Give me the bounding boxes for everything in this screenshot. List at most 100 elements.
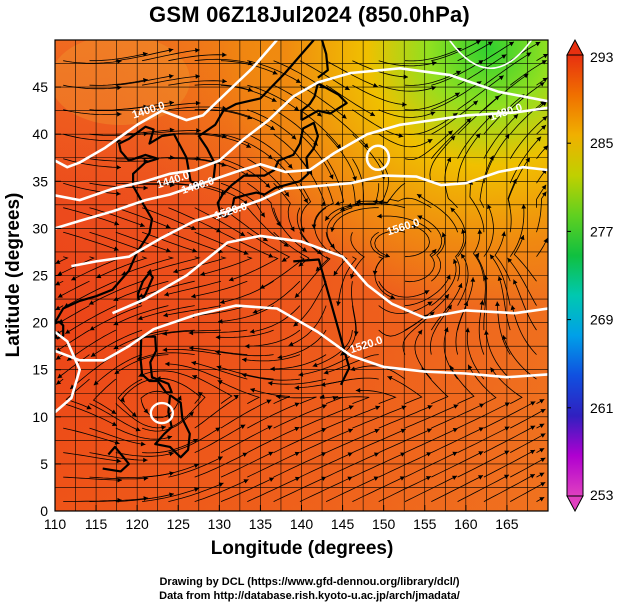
streamline-arrow xyxy=(294,292,300,298)
streamline xyxy=(191,280,248,298)
map-plot-area: 1400.01440.01480.01520.01560.01520.01480… xyxy=(55,40,548,511)
streamline xyxy=(115,207,171,229)
streamline xyxy=(141,231,198,253)
streamline xyxy=(194,452,248,478)
streamline-arrow xyxy=(487,114,493,120)
streamline-arrow xyxy=(542,53,548,59)
lat-tick-label: 20 xyxy=(32,315,48,331)
streamline-arrow xyxy=(503,474,509,480)
streamline xyxy=(455,228,465,282)
streamline xyxy=(431,232,446,282)
streamline xyxy=(404,248,437,283)
streamline-arrow xyxy=(242,357,247,363)
streamline-arrow xyxy=(265,182,271,188)
streamline-arrow xyxy=(411,224,417,229)
streamline xyxy=(509,115,548,159)
streamline-arrow xyxy=(373,452,379,457)
colorbar-tick-label: 253 xyxy=(590,487,614,503)
streamline xyxy=(220,425,273,453)
streamline-arrow xyxy=(188,330,194,336)
streamline xyxy=(293,281,327,327)
streamline-arrow xyxy=(541,125,546,130)
streamline-arrow xyxy=(446,274,451,280)
streamline-arrow xyxy=(249,329,255,334)
streamline-arrow xyxy=(113,320,119,326)
streamline xyxy=(378,84,437,92)
streamline xyxy=(273,207,308,252)
streamline-arrow xyxy=(375,405,381,411)
streamline xyxy=(113,305,169,326)
streamline-arrow xyxy=(55,281,61,286)
streamline xyxy=(247,426,300,453)
streamline xyxy=(421,367,449,404)
streamline-arrow xyxy=(401,405,407,410)
streamline-arrow xyxy=(541,101,547,107)
streamline xyxy=(168,391,206,429)
streamline-arrow xyxy=(177,395,182,401)
streamline-arrow xyxy=(378,199,383,205)
streamline xyxy=(404,475,458,502)
streamline xyxy=(168,231,224,253)
streamline xyxy=(325,452,380,478)
streamline-arrow xyxy=(147,268,152,274)
streamline xyxy=(115,403,166,429)
streamline-arrow xyxy=(90,352,96,357)
streamline-arrow xyxy=(111,421,117,426)
streamline-arrow xyxy=(329,174,334,180)
streamline xyxy=(466,327,485,380)
streamline-arrow xyxy=(114,440,120,445)
height-contour-closed xyxy=(365,144,391,172)
streamline-arrow xyxy=(425,476,431,481)
streamline xyxy=(478,300,485,355)
lon-tick-label: 165 xyxy=(495,516,519,532)
streamline-arrow xyxy=(539,497,545,502)
streamline-arrow xyxy=(311,224,317,229)
longitude-ticks: 110 115 120 125 130 135 140 145 150 155 160 165 xyxy=(44,505,519,532)
streamline xyxy=(115,75,174,86)
streamline xyxy=(296,207,323,255)
streamline-arrow xyxy=(298,261,304,267)
streamline xyxy=(168,207,222,233)
streamline-arrow xyxy=(487,41,493,46)
streamline-arrow xyxy=(501,231,507,237)
streamline-arrow xyxy=(228,276,234,282)
streamline xyxy=(247,133,293,169)
streamline xyxy=(96,256,148,279)
streamline xyxy=(325,232,348,277)
lat-tick-label: 0 xyxy=(40,503,48,519)
streamline-arrow xyxy=(114,369,120,375)
gridlines xyxy=(55,40,548,511)
streamline-arrow xyxy=(540,482,546,487)
coastline-segment xyxy=(293,258,351,386)
streamline xyxy=(115,182,175,186)
streamline-arrow xyxy=(539,82,545,87)
streamline xyxy=(220,231,274,258)
streamline xyxy=(267,378,327,385)
streamline-arrow xyxy=(250,388,256,393)
streamline xyxy=(431,40,481,62)
streamline xyxy=(431,403,485,429)
streamline-arrow xyxy=(215,349,220,355)
lon-tick-label: 160 xyxy=(454,516,478,532)
streamline-arrow xyxy=(222,105,227,111)
credit-data: Data from http://database.rish.kyoto-u.a… xyxy=(159,590,460,602)
streamline-arrow xyxy=(291,134,297,140)
streamline xyxy=(194,158,250,177)
streamline xyxy=(431,80,482,111)
streamline-arrow xyxy=(191,360,197,366)
streamline xyxy=(89,452,148,461)
streamline-arrow xyxy=(168,73,174,79)
streamline-arrow xyxy=(474,252,480,258)
streamline-arrow xyxy=(287,163,293,169)
credit-drawing: Drawing by DCL (https://www.gfd-dennou.o… xyxy=(159,576,460,588)
streamline xyxy=(510,408,546,429)
streamline xyxy=(378,452,432,478)
streamline xyxy=(215,351,274,357)
streamline-arrow xyxy=(495,301,500,307)
streamline xyxy=(89,476,149,480)
streamline-arrow xyxy=(426,428,432,433)
streamline xyxy=(404,274,451,306)
streamline-arrow xyxy=(504,402,510,407)
streamline xyxy=(142,75,201,86)
streamline xyxy=(89,497,149,502)
